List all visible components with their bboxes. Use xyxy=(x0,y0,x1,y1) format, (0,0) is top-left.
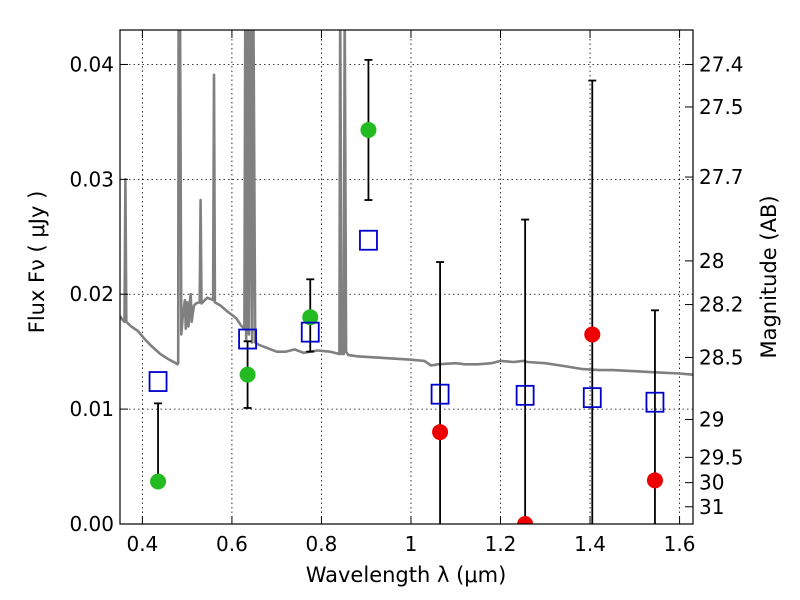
model-point-square xyxy=(148,371,168,392)
y-tick-label: 0.04 xyxy=(69,52,114,76)
x-tick-label: 0.4 xyxy=(126,532,158,556)
x-tick-label: 1 xyxy=(405,532,418,556)
model-spectrum xyxy=(120,30,693,376)
data-point-circle xyxy=(646,472,663,489)
x-tick-label: 1.4 xyxy=(574,532,606,556)
model-spectrum-line xyxy=(120,30,693,376)
right-tick-label: 31 xyxy=(699,495,724,519)
x-tick-label: 0.6 xyxy=(216,532,248,556)
data-point-circle xyxy=(302,309,319,326)
model-point-square xyxy=(645,391,665,413)
right-axis-label: Magnitude (AB) xyxy=(757,195,781,358)
data-point-circle xyxy=(360,121,377,138)
y-tick-label: 0.02 xyxy=(69,282,114,306)
right-tick-label: 28 xyxy=(699,249,724,273)
right-tick-label: 27.5 xyxy=(699,95,744,119)
model-point-square xyxy=(238,328,257,350)
y-axis-ticks: 0.00 0.01 0.02 0.03 0.04 xyxy=(69,52,128,536)
model-point-square xyxy=(515,384,535,406)
right-tick-label: 28.5 xyxy=(699,345,744,369)
data-markers xyxy=(148,121,665,524)
right-tick-label: 27.4 xyxy=(699,52,744,76)
model-point-square xyxy=(430,383,450,405)
model-point-square xyxy=(359,229,378,251)
data-point-circle xyxy=(239,366,256,383)
x-tick-label: 1.6 xyxy=(664,532,696,556)
x-axis-ticks: 0.4 0.6 0.8 1 1.2 1.4 1.6 xyxy=(126,30,695,556)
x-axis-label: Wavelength λ (μm) xyxy=(306,563,507,587)
data-point-circle xyxy=(584,326,601,343)
y-tick-label: 0.03 xyxy=(69,167,114,191)
y-tick-label: 0.00 xyxy=(69,512,114,536)
y-tick-label: 0.01 xyxy=(69,397,114,421)
right-tick-label: 30 xyxy=(699,471,724,495)
right-tick-label: 29.5 xyxy=(699,445,744,469)
data-point-circle xyxy=(517,516,534,524)
y-axis-label: Flux Fν ( μJy ) xyxy=(25,191,49,334)
model-point-square xyxy=(582,387,602,409)
model-point-square xyxy=(300,321,320,343)
data-point-circle xyxy=(432,424,449,441)
right-tick-label: 28.2 xyxy=(699,293,744,317)
plot-frame xyxy=(119,29,694,525)
right-tick-label: 29 xyxy=(699,407,724,431)
right-tick-label: 27.7 xyxy=(699,165,744,189)
data-point-circle xyxy=(150,473,167,490)
x-tick-label: 0.8 xyxy=(306,532,338,556)
x-tick-label: 1.2 xyxy=(485,532,517,556)
